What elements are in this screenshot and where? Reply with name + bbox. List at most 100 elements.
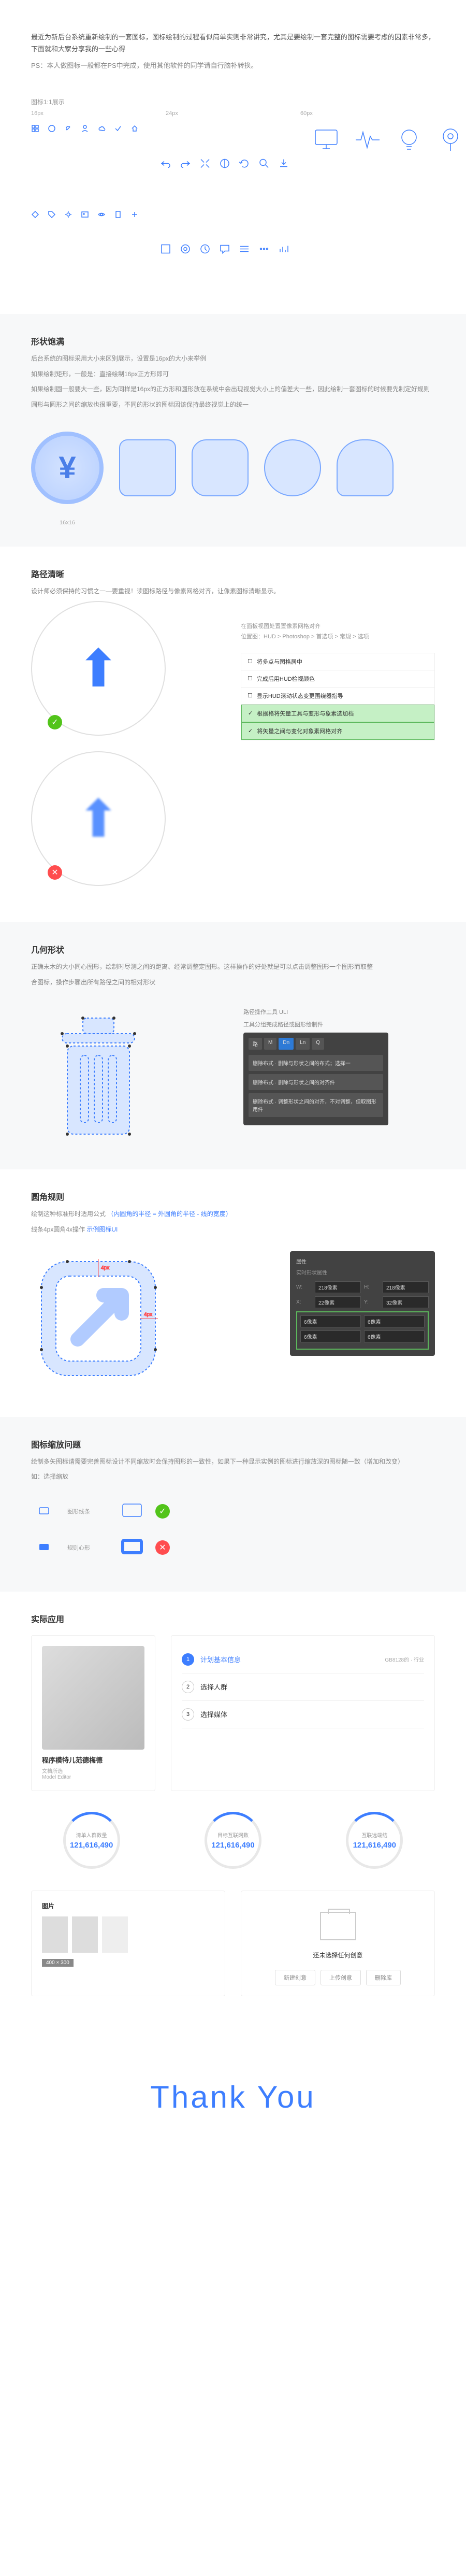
scaling-section: 图标缩放问题 绘制多矢图标请需要完善图标设计不同缩放时会保持图形的一致性，如果下… [0, 1417, 466, 1592]
rounded-square-shape-2 [192, 439, 249, 496]
prop-panel-wrap: 属性 实时形状属性 W:218像素H:218像素 X:22像素Y:32像素 6像… [290, 1251, 435, 1356]
metric: 互联远端结121,616,490 [314, 1812, 435, 1875]
checklist-item[interactable]: ✓根据格将矢量工具与变形与象素选加档 [241, 705, 434, 722]
tool-tab[interactable]: M [264, 1038, 276, 1050]
properties-panel: 属性 实时形状属性 W:218像素H:218像素 X:22像素Y:32像素 6像… [290, 1251, 435, 1356]
icon-grid [0, 117, 466, 314]
image-card: 图片 400 × 300 [31, 1891, 225, 1996]
plan-card: 1计划基本信息GB8128的 · 行业 2选择人群 3选择媒体 [171, 1635, 435, 1791]
intro-text: 最近为新后台系统重新绘制的一套图标，图标绘制的过程看似简单实则非常讲究，尤其是要… [31, 31, 435, 55]
pill-shape [337, 439, 394, 496]
checklist-item[interactable]: ☐显示HUD滚动状态变更围绕器指导 [241, 688, 434, 705]
scaling-ps: 如：选择缩放 [31, 1471, 435, 1483]
tool-tab[interactable]: Dn [279, 1038, 294, 1050]
chart-icon [278, 210, 290, 288]
model-sub: 文档所选 [42, 1767, 144, 1774]
model-photo [42, 1646, 144, 1750]
menu-icon [238, 210, 251, 288]
app-row-1: 程序模特儿范德梅德 文档所选 Model Editor 1计划基本信息GB812… [31, 1635, 435, 1791]
bulb-icon [394, 124, 425, 155]
icon-col-24 [159, 124, 290, 288]
metric-label: 目标互联网数 [217, 1831, 249, 1839]
expand-icon [199, 124, 211, 203]
tool-tab[interactable]: Q [312, 1038, 324, 1050]
check-icon: ☐ [247, 658, 253, 665]
tool-tab[interactable]: 路 [249, 1038, 262, 1050]
metric: 目标互联网数121,616,490 [172, 1812, 293, 1875]
plan-num-1: 1 [182, 1653, 194, 1666]
action-button[interactable]: 新建创意 [275, 1970, 315, 1985]
prop-y[interactable]: 32像素 [383, 1296, 429, 1308]
action-button[interactable]: 上传创意 [321, 1970, 361, 1985]
prop-x-label: X: [296, 1299, 312, 1305]
link-icon [64, 124, 72, 202]
tool-tabs: 路MDnLnQ [249, 1038, 383, 1050]
image-icon [81, 210, 89, 288]
doc-icon [114, 210, 122, 288]
geom-desc1: 正确末木的大小同心图形，绘制时尽测之间的距离、经常调整定图形。这样操作的好处就是… [31, 962, 435, 973]
metric-row: 清单人群数量 121,616,490 目标互联网数121,616,490 互联远端结1… [31, 1812, 435, 1875]
check-no-icon: ✕ [48, 865, 62, 880]
thumb-1[interactable] [42, 1916, 68, 1953]
check-icon: ✓ [248, 727, 253, 734]
diamond-icon [31, 210, 39, 288]
clock-icon [199, 210, 211, 288]
metric-label: 互联远端结 [361, 1831, 387, 1839]
tool-row[interactable]: 删除布式 · 调整形状之间的对齐，不对调整，但取图形用件 [249, 1093, 383, 1117]
size-24: 24px [166, 110, 300, 117]
geometry-title: 几何形状 [31, 943, 435, 955]
icon-size-labels: 16px 24px 60px [0, 106, 466, 117]
corner-bl[interactable]: 6像素 [300, 1330, 361, 1342]
corner-br[interactable]: 6像素 [364, 1330, 425, 1342]
checklist-item[interactable]: ☐完成后用HUD检视颜色 [241, 670, 434, 688]
monitor-icon [311, 124, 342, 155]
checklist-item[interactable]: ✓将矢量之间与变化对象素网格对齐 [241, 722, 434, 740]
check-icon: ☐ [247, 675, 253, 682]
check-icon: ☐ [247, 692, 253, 699]
fullscreen-icon [159, 210, 172, 288]
geom-row: 路径操作工具 ULI 工具分组完成路径或图形绘制件 路MDnLnQ 删除布式 ·… [31, 1004, 435, 1149]
contrast-icon [219, 124, 231, 203]
screen-large-thick-icon [119, 1535, 145, 1561]
metric-label: 清单人群数量 [76, 1831, 107, 1839]
action-button[interactable]: 删除库 [366, 1970, 401, 1985]
home-icon [130, 124, 139, 202]
thumb-2[interactable] [72, 1916, 98, 1953]
empty-folder-icon [320, 1912, 356, 1940]
size-16: 16px [31, 110, 166, 117]
application-section: 实际应用 程序模特儿范德梅德 文档所选 Model Editor 1计划基本信息… [0, 1592, 466, 2017]
screen-large-icon [119, 1498, 145, 1524]
corner-section: 圆角规则 绘制这种标准形时适用公式 （内圆角的半径 = 外圆角的半径 - 线的宽… [0, 1169, 466, 1416]
plan-step-1[interactable]: 1计划基本信息GB8128的 · 行业 [182, 1646, 424, 1673]
checklist-item[interactable]: ☐将多点与图格居中 [241, 653, 434, 670]
corner-desc: 绘制这种标准形时适用公式 （内圆角的半径 = 外圆角的半径 - 线的宽度） [31, 1209, 435, 1220]
prop-w[interactable]: 218像素 [315, 1281, 361, 1293]
empty-title: 还未选择任何创意 [252, 1951, 424, 1959]
thumbs [42, 1916, 214, 1953]
pulse-icon [352, 124, 383, 155]
tool-row[interactable]: 删除布式 · 删除与形状之间的对齐件 [249, 1074, 383, 1090]
fullness-l4: 圆形与圆形之间的缩放也很重要，不同的形状的图标因该保持最终视觉上的统一 [31, 399, 435, 411]
undo-icon [159, 124, 172, 203]
rounded-square-shape [119, 439, 176, 496]
model-card[interactable]: 程序模特儿范德梅德 文档所选 Model Editor [31, 1635, 155, 1791]
prop-sub: 实时形状属性 [296, 1268, 429, 1276]
metric-value: 121,616,490 [70, 1841, 113, 1850]
intro-block: 最近为新后台系统重新绘制的一套图标，图标绘制的过程看似简单实则非常讲究，尤其是要… [0, 0, 466, 87]
plan-step-3[interactable]: 3选择媒体 [182, 1701, 424, 1728]
thumb-3[interactable] [102, 1916, 128, 1953]
corner-tl[interactable]: 6像素 [300, 1315, 361, 1327]
tool-row[interactable]: 删除布式 · 删除与形状之间的布式；选择一 [249, 1055, 383, 1071]
clarity-desc: 设计师必须保持的习惯之一—要重视！读图标路径与像素网格对齐，让像素图标清晰显示。 [31, 586, 435, 597]
corner-tr[interactable]: 6像素 [364, 1315, 425, 1327]
yen-wrapper: ¥ [31, 432, 104, 504]
download-icon [278, 124, 290, 203]
tool-tab[interactable]: Ln [296, 1038, 310, 1050]
corner-row: 4px4px 属性 实时形状属性 W:218像素H:218像素 X:22像素Y:… [31, 1251, 435, 1396]
plan-step-2[interactable]: 2选择人群 [182, 1673, 424, 1701]
plus-icon [130, 210, 139, 288]
prop-x[interactable]: 22像素 [315, 1296, 361, 1308]
bottom-row: 图片 400 × 300 还未选择任何创意 新建创意上传创意删除库 [31, 1891, 435, 1996]
upload-arrow-blurry-icon: ⬆ [77, 789, 120, 849]
prop-h[interactable]: 218像素 [383, 1281, 429, 1293]
